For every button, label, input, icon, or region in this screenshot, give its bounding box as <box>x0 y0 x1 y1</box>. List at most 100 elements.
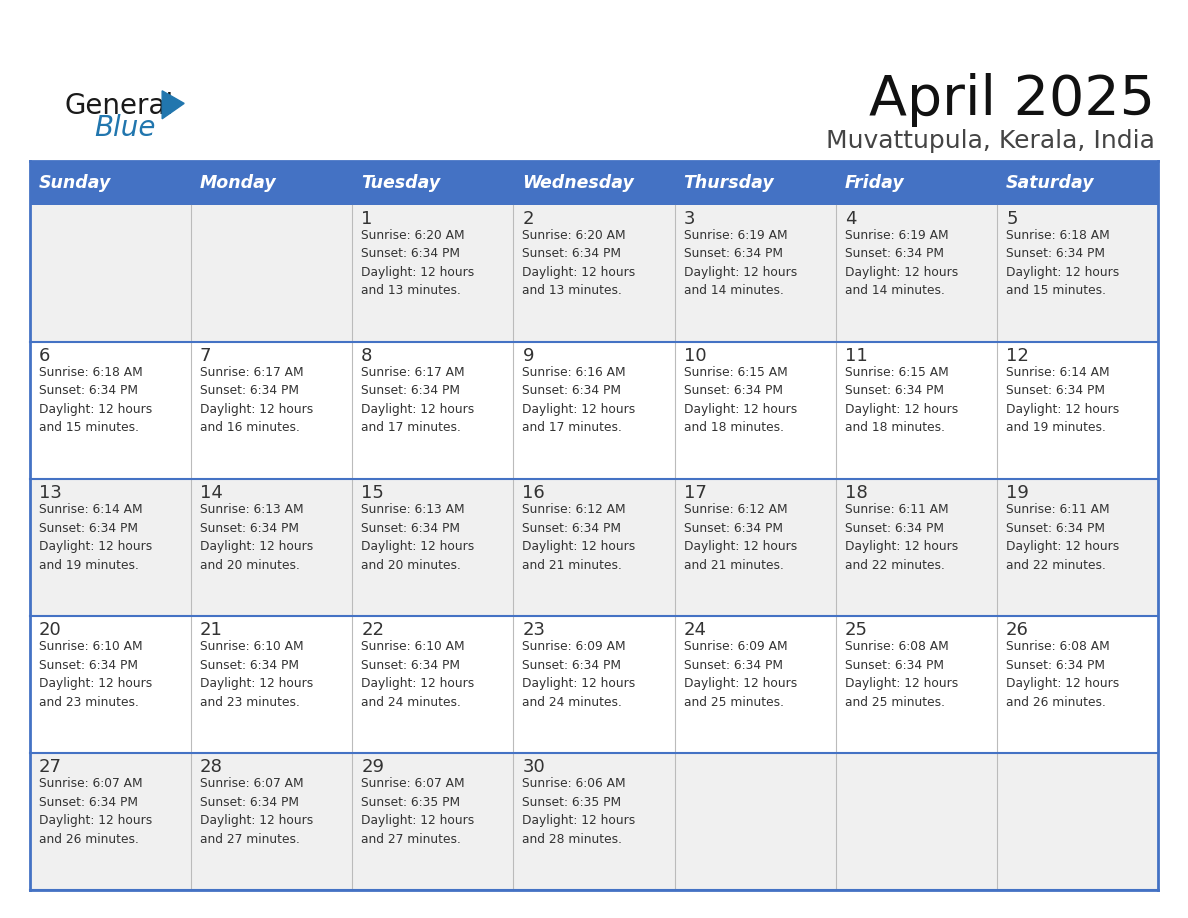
Text: Sunrise: 6:18 AM
Sunset: 6:34 PM
Daylight: 12 hours
and 15 minutes.: Sunrise: 6:18 AM Sunset: 6:34 PM Dayligh… <box>39 366 152 434</box>
Polygon shape <box>162 91 184 118</box>
Text: 13: 13 <box>39 484 62 502</box>
Text: Sunrise: 6:20 AM
Sunset: 6:34 PM
Daylight: 12 hours
and 13 minutes.: Sunrise: 6:20 AM Sunset: 6:34 PM Dayligh… <box>523 229 636 297</box>
Bar <box>675 205 836 341</box>
Text: Sunrise: 6:08 AM
Sunset: 6:34 PM
Daylight: 12 hours
and 26 minutes.: Sunrise: 6:08 AM Sunset: 6:34 PM Dayligh… <box>1006 640 1119 709</box>
Text: Sunrise: 6:09 AM
Sunset: 6:34 PM
Daylight: 12 hours
and 25 minutes.: Sunrise: 6:09 AM Sunset: 6:34 PM Dayligh… <box>683 640 797 709</box>
Text: Saturday: Saturday <box>1006 174 1094 192</box>
Text: 2: 2 <box>523 209 533 228</box>
Text: 15: 15 <box>361 484 384 502</box>
Text: Sunrise: 6:15 AM
Sunset: 6:34 PM
Daylight: 12 hours
and 18 minutes.: Sunrise: 6:15 AM Sunset: 6:34 PM Dayligh… <box>845 366 958 434</box>
Bar <box>352 341 513 479</box>
Bar <box>836 616 997 754</box>
Bar <box>997 479 1158 616</box>
Text: Sunrise: 6:07 AM
Sunset: 6:34 PM
Daylight: 12 hours
and 26 minutes.: Sunrise: 6:07 AM Sunset: 6:34 PM Dayligh… <box>39 778 152 845</box>
Bar <box>191 161 352 205</box>
Text: 7: 7 <box>200 347 211 364</box>
Bar <box>836 341 997 479</box>
Text: 24: 24 <box>683 621 707 639</box>
Text: 14: 14 <box>200 484 223 502</box>
Text: Sunrise: 6:10 AM
Sunset: 6:34 PM
Daylight: 12 hours
and 24 minutes.: Sunrise: 6:10 AM Sunset: 6:34 PM Dayligh… <box>361 640 474 709</box>
Text: Sunday: Sunday <box>39 174 110 192</box>
Text: Sunrise: 6:07 AM
Sunset: 6:35 PM
Daylight: 12 hours
and 27 minutes.: Sunrise: 6:07 AM Sunset: 6:35 PM Dayligh… <box>361 778 474 845</box>
Text: Sunrise: 6:10 AM
Sunset: 6:34 PM
Daylight: 12 hours
and 23 minutes.: Sunrise: 6:10 AM Sunset: 6:34 PM Dayligh… <box>39 640 152 709</box>
Text: Sunrise: 6:19 AM
Sunset: 6:34 PM
Daylight: 12 hours
and 14 minutes.: Sunrise: 6:19 AM Sunset: 6:34 PM Dayligh… <box>845 229 958 297</box>
Bar <box>997 161 1158 205</box>
Text: Sunrise: 6:09 AM
Sunset: 6:34 PM
Daylight: 12 hours
and 24 minutes.: Sunrise: 6:09 AM Sunset: 6:34 PM Dayligh… <box>523 640 636 709</box>
Text: Sunrise: 6:07 AM
Sunset: 6:34 PM
Daylight: 12 hours
and 27 minutes.: Sunrise: 6:07 AM Sunset: 6:34 PM Dayligh… <box>200 778 314 845</box>
Text: Monday: Monday <box>200 174 277 192</box>
Text: Wednesday: Wednesday <box>523 174 634 192</box>
Bar <box>30 341 191 479</box>
Bar <box>30 479 191 616</box>
Text: 21: 21 <box>200 621 223 639</box>
Text: 23: 23 <box>523 621 545 639</box>
Text: Sunrise: 6:14 AM
Sunset: 6:34 PM
Daylight: 12 hours
and 19 minutes.: Sunrise: 6:14 AM Sunset: 6:34 PM Dayligh… <box>1006 366 1119 434</box>
Text: 20: 20 <box>39 621 62 639</box>
Bar <box>191 205 352 341</box>
Bar <box>30 205 191 341</box>
Bar <box>997 341 1158 479</box>
Text: 1: 1 <box>361 209 373 228</box>
Bar <box>675 479 836 616</box>
Text: Sunrise: 6:10 AM
Sunset: 6:34 PM
Daylight: 12 hours
and 23 minutes.: Sunrise: 6:10 AM Sunset: 6:34 PM Dayligh… <box>200 640 314 709</box>
Text: Sunrise: 6:12 AM
Sunset: 6:34 PM
Daylight: 12 hours
and 21 minutes.: Sunrise: 6:12 AM Sunset: 6:34 PM Dayligh… <box>523 503 636 572</box>
Bar <box>513 205 675 341</box>
Text: April 2025: April 2025 <box>868 73 1155 128</box>
Text: 5: 5 <box>1006 209 1018 228</box>
Text: Sunrise: 6:15 AM
Sunset: 6:34 PM
Daylight: 12 hours
and 18 minutes.: Sunrise: 6:15 AM Sunset: 6:34 PM Dayligh… <box>683 366 797 434</box>
Text: 12: 12 <box>1006 347 1029 364</box>
Bar <box>997 616 1158 754</box>
Text: Blue: Blue <box>94 114 156 141</box>
Text: Sunrise: 6:06 AM
Sunset: 6:35 PM
Daylight: 12 hours
and 28 minutes.: Sunrise: 6:06 AM Sunset: 6:35 PM Dayligh… <box>523 778 636 845</box>
Bar <box>675 341 836 479</box>
Text: 18: 18 <box>845 484 867 502</box>
Bar <box>836 161 997 205</box>
Bar <box>30 754 191 890</box>
Bar <box>352 205 513 341</box>
Bar <box>352 616 513 754</box>
Bar <box>675 161 836 205</box>
Text: Tuesday: Tuesday <box>361 174 441 192</box>
Text: Sunrise: 6:11 AM
Sunset: 6:34 PM
Daylight: 12 hours
and 22 minutes.: Sunrise: 6:11 AM Sunset: 6:34 PM Dayligh… <box>1006 503 1119 572</box>
Text: 17: 17 <box>683 484 707 502</box>
Text: 26: 26 <box>1006 621 1029 639</box>
Bar <box>191 616 352 754</box>
Text: Sunrise: 6:16 AM
Sunset: 6:34 PM
Daylight: 12 hours
and 17 minutes.: Sunrise: 6:16 AM Sunset: 6:34 PM Dayligh… <box>523 366 636 434</box>
Text: 3: 3 <box>683 209 695 228</box>
Text: Sunrise: 6:13 AM
Sunset: 6:34 PM
Daylight: 12 hours
and 20 minutes.: Sunrise: 6:13 AM Sunset: 6:34 PM Dayligh… <box>361 503 474 572</box>
Text: 19: 19 <box>1006 484 1029 502</box>
Text: 28: 28 <box>200 758 223 777</box>
Bar <box>836 205 997 341</box>
Bar <box>513 616 675 754</box>
Text: 30: 30 <box>523 758 545 777</box>
Bar <box>352 479 513 616</box>
Text: 22: 22 <box>361 621 384 639</box>
Text: Sunrise: 6:14 AM
Sunset: 6:34 PM
Daylight: 12 hours
and 19 minutes.: Sunrise: 6:14 AM Sunset: 6:34 PM Dayligh… <box>39 503 152 572</box>
Text: Sunrise: 6:17 AM
Sunset: 6:34 PM
Daylight: 12 hours
and 17 minutes.: Sunrise: 6:17 AM Sunset: 6:34 PM Dayligh… <box>361 366 474 434</box>
Text: General: General <box>64 92 173 120</box>
Bar <box>352 754 513 890</box>
Bar <box>997 205 1158 341</box>
Text: 9: 9 <box>523 347 533 364</box>
Bar <box>675 616 836 754</box>
Bar <box>836 479 997 616</box>
Text: Sunrise: 6:13 AM
Sunset: 6:34 PM
Daylight: 12 hours
and 20 minutes.: Sunrise: 6:13 AM Sunset: 6:34 PM Dayligh… <box>200 503 314 572</box>
Text: Sunrise: 6:17 AM
Sunset: 6:34 PM
Daylight: 12 hours
and 16 minutes.: Sunrise: 6:17 AM Sunset: 6:34 PM Dayligh… <box>200 366 314 434</box>
Text: 25: 25 <box>845 621 868 639</box>
Text: Sunrise: 6:08 AM
Sunset: 6:34 PM
Daylight: 12 hours
and 25 minutes.: Sunrise: 6:08 AM Sunset: 6:34 PM Dayligh… <box>845 640 958 709</box>
Text: 4: 4 <box>845 209 857 228</box>
Text: Muvattupula, Kerala, India: Muvattupula, Kerala, India <box>826 129 1155 152</box>
Text: Sunrise: 6:11 AM
Sunset: 6:34 PM
Daylight: 12 hours
and 22 minutes.: Sunrise: 6:11 AM Sunset: 6:34 PM Dayligh… <box>845 503 958 572</box>
Bar <box>352 161 513 205</box>
Text: Sunrise: 6:18 AM
Sunset: 6:34 PM
Daylight: 12 hours
and 15 minutes.: Sunrise: 6:18 AM Sunset: 6:34 PM Dayligh… <box>1006 229 1119 297</box>
Bar <box>675 754 836 890</box>
Bar <box>513 754 675 890</box>
Text: 29: 29 <box>361 758 384 777</box>
Bar <box>191 479 352 616</box>
Text: Sunrise: 6:20 AM
Sunset: 6:34 PM
Daylight: 12 hours
and 13 minutes.: Sunrise: 6:20 AM Sunset: 6:34 PM Dayligh… <box>361 229 474 297</box>
Text: Sunrise: 6:19 AM
Sunset: 6:34 PM
Daylight: 12 hours
and 14 minutes.: Sunrise: 6:19 AM Sunset: 6:34 PM Dayligh… <box>683 229 797 297</box>
Text: 10: 10 <box>683 347 706 364</box>
Bar <box>836 754 997 890</box>
Text: 6: 6 <box>39 347 50 364</box>
Bar <box>30 161 191 205</box>
